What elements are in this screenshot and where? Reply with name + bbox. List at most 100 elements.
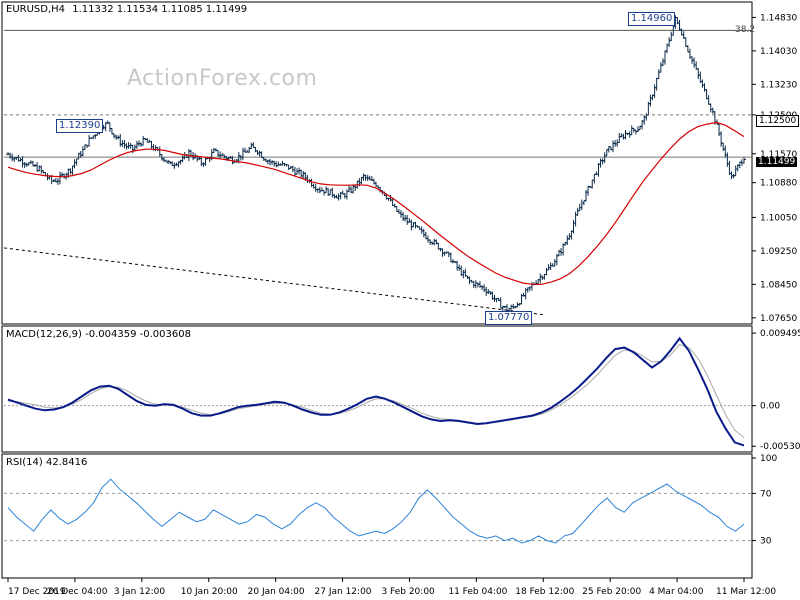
ohlc-bar (511, 303, 516, 310)
moving-average (7, 121, 745, 285)
ohlc-bar (708, 103, 713, 113)
ohlc-bar (118, 133, 123, 147)
macd-signal-line (7, 343, 745, 439)
ohlc-bar (35, 161, 40, 172)
price-levels (4, 29, 752, 158)
ohlc-bar (565, 235, 570, 246)
ohlc-bar (457, 264, 462, 272)
ohlc-bar (240, 147, 245, 161)
ohlc-bar (706, 95, 711, 105)
ohlc-bar (8, 152, 13, 159)
macd-tick-label: -0.005309 (760, 442, 800, 452)
ohlc-bar (238, 155, 243, 161)
rsi-tick-label: 70 (760, 489, 772, 499)
ohlc-bar (571, 220, 576, 234)
ohlc-bar (68, 168, 73, 175)
ohlc-bar (482, 284, 487, 292)
ohlc-bar (201, 162, 206, 168)
ohlc-bar (290, 165, 295, 173)
fib-level-label: 38.2 (735, 25, 756, 35)
ohlc-bar (353, 185, 358, 191)
rsi-title: RSI(14) 42.8416 (6, 457, 88, 468)
ohlc-bar (87, 134, 92, 147)
ohlc-bar (409, 219, 414, 231)
ohlc-bar (552, 259, 557, 267)
ohlc-bar (157, 146, 162, 157)
ohlc-bar (660, 58, 665, 67)
watermark-text: ActionForex.com (127, 66, 318, 91)
ohlc-bar (486, 288, 491, 294)
macd-lines (4, 336, 752, 447)
macd-tick-label: 0.009495 (760, 329, 800, 339)
ohlc-bar (683, 37, 688, 47)
time-tick-label: 3 Jan 12:00 (114, 587, 166, 597)
symbol-label: EURUSD,H4 (6, 4, 66, 15)
ohlc-bar (702, 83, 707, 92)
ohlc-bar (475, 282, 480, 288)
ohlc-bar (696, 68, 701, 79)
time-tick-label: 11 Mar 12:00 (716, 587, 776, 597)
ohlc-bar (442, 251, 447, 256)
ohlc-bar (498, 297, 503, 309)
price-tick-label: 1.07650 (760, 314, 797, 324)
ohlc-bar (596, 162, 601, 177)
ohlc-bar (274, 161, 279, 168)
ohlc-bar (529, 281, 534, 291)
rsi-panel-frame (1, 453, 753, 579)
ohlc-bar (656, 69, 661, 80)
time-tick-label: 20 Jan 04:00 (248, 587, 305, 597)
price-candles[interactable] (6, 15, 746, 313)
ohlc-bar (548, 262, 553, 271)
ohlc-bar (145, 138, 150, 143)
ohlc-bar (611, 140, 616, 153)
ohlc-bar (644, 113, 649, 121)
high-price-label: 1.14960 (628, 12, 676, 26)
rsi-tick-label: 30 (760, 537, 772, 547)
ohlc-bar (203, 156, 208, 166)
ohlc-bar (667, 37, 672, 47)
ohlc-bar (74, 158, 79, 166)
price-tick-label: 1.10050 (760, 213, 797, 223)
price-tick-label: 1.13230 (760, 80, 797, 90)
ohlc-bar (581, 200, 586, 206)
ohlc-bar (662, 50, 667, 65)
ohlc-bar (328, 189, 333, 196)
macd-title: MACD(12,26,9) -0.004359 -0.003608 (6, 329, 191, 340)
ohlc-bar (480, 285, 485, 291)
ohlc-bar (72, 159, 77, 169)
ohlc-bar (276, 161, 281, 167)
macd-main-line (7, 336, 745, 447)
ohlc-bar (336, 193, 341, 201)
ohlc-bar (604, 149, 609, 157)
ohlc-bar (733, 165, 738, 177)
trendline (3, 247, 546, 316)
ohlc-bar (633, 129, 638, 135)
ohlc-bar (739, 159, 744, 166)
ohlc-bar (669, 31, 674, 42)
ohlc-bar (556, 249, 561, 257)
ohlc-bar (677, 19, 682, 31)
ohlc-bar (742, 157, 746, 164)
price-axis: 1.14830 1.14030 1.13230 1.12500 1.11570 1.108… (752, 13, 797, 324)
rsi-main-line (7, 478, 745, 544)
ohlc-bar (170, 161, 175, 167)
ohlc-bar (419, 226, 424, 234)
ohlc-bar (297, 167, 302, 175)
time-tick-label: 26 Dec 04:00 (47, 587, 108, 597)
ohlc-bar (80, 146, 85, 157)
ohlc-bar (538, 273, 543, 284)
price-tick-label: 1.14830 (760, 13, 797, 23)
price-tick-label: 1.14030 (760, 47, 797, 57)
price-tick-label: 1.10880 (760, 179, 797, 189)
ohlc-bar (448, 252, 453, 263)
ohlc-bar (371, 178, 376, 185)
ohlc-bar (619, 133, 624, 138)
ohlc-bar (600, 158, 605, 165)
time-tick-label: 4 Mar 04:00 (649, 587, 704, 597)
ohlc-bar (305, 174, 310, 183)
time-tick-label: 25 Feb 20:00 (582, 587, 641, 597)
support-trendline (3, 247, 546, 316)
ohlc-bar (401, 211, 406, 221)
ohlc-bar (484, 286, 489, 296)
